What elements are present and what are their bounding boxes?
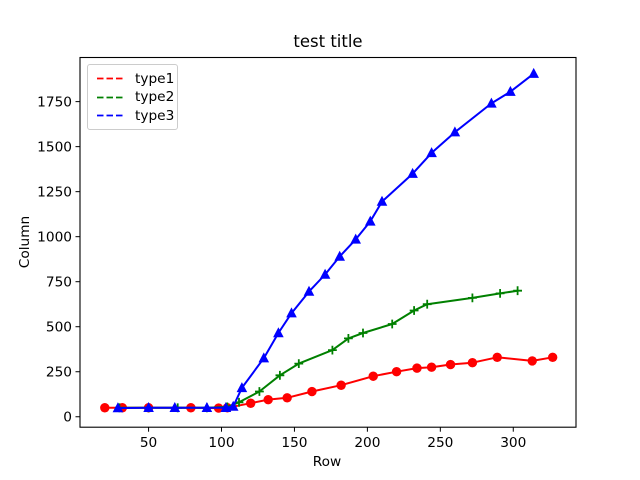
data-point-triangle bbox=[258, 352, 270, 363]
data-point-circle bbox=[391, 367, 402, 377]
data-point-circle bbox=[426, 362, 437, 372]
y-tick-label: 1500 bbox=[37, 139, 72, 155]
y-tick-label: 250 bbox=[46, 365, 72, 381]
data-point-plus bbox=[328, 345, 337, 355]
data-point-plus bbox=[422, 299, 432, 309]
legend-line-sample-dashed bbox=[97, 96, 124, 98]
series-line-type1 bbox=[104, 356, 553, 410]
data-point-triangle bbox=[365, 215, 376, 226]
data-point-circle bbox=[245, 398, 256, 408]
data-point-plus bbox=[344, 334, 353, 343]
data-point-triangle bbox=[303, 285, 315, 296]
series-type2 bbox=[115, 286, 522, 413]
data-point-triangle bbox=[334, 250, 345, 261]
data-point-circle bbox=[263, 394, 273, 405]
data-point-circle bbox=[412, 363, 422, 373]
data-point-circle bbox=[492, 352, 502, 363]
x-tick-label: 300 bbox=[500, 435, 526, 451]
data-point-triangle bbox=[112, 402, 124, 413]
legend-line-sample-dashed bbox=[97, 114, 124, 117]
data-point-triangle bbox=[486, 97, 497, 108]
data-point-triangle bbox=[169, 402, 181, 412]
data-point-plus bbox=[468, 293, 477, 303]
legend-label: type3 bbox=[135, 107, 175, 124]
data-point-triangle bbox=[236, 382, 248, 393]
data-point-triangle bbox=[201, 402, 213, 412]
x-tick-label: 150 bbox=[281, 435, 307, 451]
data-point-plus bbox=[513, 286, 522, 296]
data-point-triangle bbox=[505, 85, 516, 96]
data-point-triangle bbox=[143, 402, 154, 412]
chart-title: test title bbox=[293, 32, 362, 51]
data-point-circle bbox=[100, 403, 110, 413]
legend: type1 type2 type3 bbox=[87, 64, 178, 130]
data-point-triangle bbox=[449, 126, 461, 137]
legend-line-sample-dashed bbox=[97, 77, 124, 80]
series-type1 bbox=[100, 352, 558, 413]
legend-entry-type1: type1 bbox=[97, 70, 177, 87]
x-tick-label: 200 bbox=[354, 435, 380, 451]
data-point-triangle bbox=[407, 167, 418, 178]
x-axis-ticks: 50 100 150 200 250 300 bbox=[140, 427, 526, 451]
y-tick-label: 1000 bbox=[37, 229, 72, 245]
data-point-plus bbox=[495, 289, 505, 298]
data-point-triangle bbox=[528, 67, 539, 78]
y-tick-label: 1250 bbox=[37, 184, 72, 200]
data-point-circle bbox=[368, 371, 378, 381]
data-point-plus bbox=[358, 328, 368, 338]
data-point-triangle bbox=[376, 195, 388, 206]
data-point-triangle bbox=[350, 233, 361, 244]
data-point-circle bbox=[307, 386, 317, 397]
legend-label: type2 bbox=[135, 89, 175, 105]
legend-entry-type2: type2 bbox=[97, 89, 177, 106]
series-line-type3 bbox=[117, 72, 535, 410]
data-point-triangle bbox=[319, 268, 331, 279]
series-type3 bbox=[112, 67, 539, 413]
y-tick-label: 0 bbox=[63, 410, 72, 426]
legend-entry-type3: type3 bbox=[97, 107, 177, 124]
y-tick-label: 1750 bbox=[37, 94, 72, 110]
y-tick-label: 750 bbox=[46, 274, 72, 290]
data-point-circle bbox=[336, 380, 346, 390]
x-tick-label: 50 bbox=[140, 435, 157, 451]
data-point-plus bbox=[409, 306, 419, 315]
data-point-triangle bbox=[286, 307, 297, 318]
data-point-plus bbox=[387, 319, 397, 329]
data-point-circle bbox=[547, 352, 558, 363]
data-point-circle bbox=[527, 356, 537, 366]
data-point-circle bbox=[467, 358, 478, 368]
data-point-circle bbox=[445, 359, 456, 370]
data-point-plus bbox=[294, 359, 304, 368]
x-tick-label: 250 bbox=[427, 435, 453, 451]
y-axis-label: Column bbox=[17, 216, 33, 268]
y-tick-label: 500 bbox=[46, 320, 72, 336]
plot-border bbox=[79, 56, 577, 428]
data-point-triangle bbox=[273, 327, 284, 338]
x-tick-label: 100 bbox=[208, 435, 234, 451]
data-point-plus bbox=[255, 387, 264, 396]
data-point-plus bbox=[275, 370, 285, 380]
data-point-triangle bbox=[426, 147, 437, 158]
y-axis-ticks: 0 250 500 750 1000 1250 1500 1750 bbox=[37, 94, 80, 426]
x-axis-label: Row bbox=[313, 454, 341, 470]
data-point-circle bbox=[282, 393, 292, 403]
data-point-triangle bbox=[227, 400, 239, 411]
legend-label: type1 bbox=[135, 70, 175, 87]
